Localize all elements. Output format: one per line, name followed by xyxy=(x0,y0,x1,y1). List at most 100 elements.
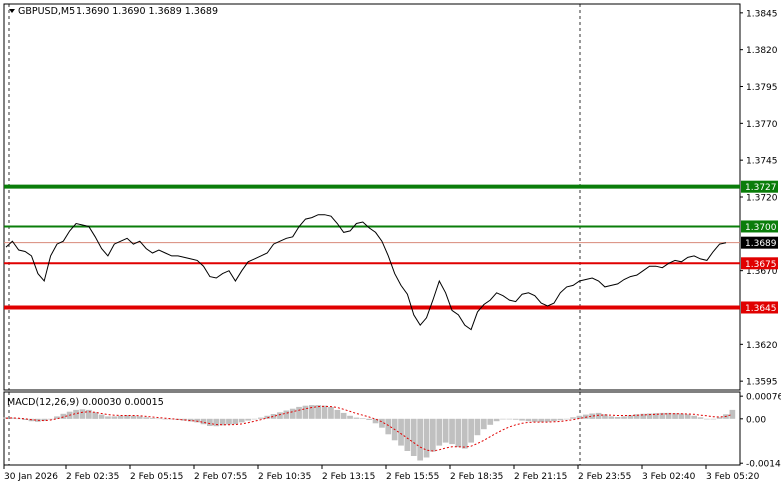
macd-bar xyxy=(633,414,640,419)
macd-tick-label: 0.00 xyxy=(746,415,766,425)
macd-bar xyxy=(73,409,79,419)
macd-bar xyxy=(86,409,92,419)
time-tick-label: 2 Feb 15:55 xyxy=(386,472,439,482)
macd-vertical-gridlines xyxy=(8,392,581,465)
macd-bar xyxy=(47,418,54,420)
macd-bar xyxy=(372,418,379,424)
macd-bar xyxy=(589,413,595,419)
macd-bar xyxy=(334,409,341,419)
macd-bar xyxy=(98,414,105,419)
time-tick-label: 2 Feb 10:35 xyxy=(258,472,311,482)
macd-bar xyxy=(455,418,462,448)
macd-bar xyxy=(219,418,226,426)
macd-panel[interactable]: 0.00076 0.00 -0.00149 MACD(12,26,9) 0.0003… xyxy=(3,391,781,470)
level-label: 1.3700 xyxy=(745,223,777,233)
macd-bar xyxy=(627,415,634,419)
macd-bar xyxy=(156,418,162,420)
macd-bar xyxy=(41,418,48,421)
macd-bar xyxy=(410,418,417,456)
price-tick-label: 1.3595 xyxy=(746,378,778,388)
macd-bar xyxy=(3,417,9,419)
macd-bar xyxy=(130,415,137,419)
price-tick-label: 1.3720 xyxy=(746,194,778,204)
macd-bar xyxy=(442,418,449,443)
macd-bar xyxy=(35,418,41,422)
level-lines[interactable] xyxy=(4,184,740,310)
macd-bar xyxy=(149,417,156,419)
time-tick-label: 2 Feb 18:35 xyxy=(450,472,503,482)
macd-bar xyxy=(15,418,22,420)
macd-bar xyxy=(79,409,86,419)
macd-bar xyxy=(697,417,704,419)
macd-bar xyxy=(60,413,67,419)
macd-bar xyxy=(194,418,200,423)
macd-bar xyxy=(716,417,723,419)
macd-bar xyxy=(506,418,513,420)
price-axis: 1.3845 1.3820 1.3795 1.3770 1.3745 1.3720 1.36… xyxy=(740,9,778,388)
macd-bar xyxy=(544,418,551,422)
macd-tick-label: 0.00076 xyxy=(746,393,781,403)
macd-bar xyxy=(398,418,404,446)
macd-bar xyxy=(283,410,290,419)
macd-bar xyxy=(245,418,251,421)
price-tick-label: 1.3845 xyxy=(746,9,778,19)
macd-bar xyxy=(563,418,570,420)
macd-bar xyxy=(512,418,519,420)
triangle-down-icon[interactable] xyxy=(9,9,15,13)
macd-bar xyxy=(430,418,436,452)
macd-bar xyxy=(461,418,468,449)
macd-bar xyxy=(105,416,111,419)
time-tick-label: 3 Feb 02:40 xyxy=(642,472,696,482)
time-tick-label: 2 Feb 02:35 xyxy=(66,472,119,482)
time-tick-label: 2 Feb 13:15 xyxy=(322,472,375,482)
macd-bar xyxy=(525,418,532,422)
macd-bar xyxy=(207,418,213,426)
macd-bar xyxy=(538,418,545,423)
level-label: 1.3675 xyxy=(745,260,777,270)
macd-bar xyxy=(92,412,98,419)
macd-bar xyxy=(691,415,697,419)
macd-bar xyxy=(481,418,487,430)
macd-bar xyxy=(22,418,28,420)
macd-bar xyxy=(659,412,666,419)
time-tick-label: 30 Jan 2026 xyxy=(4,472,58,482)
macd-bar xyxy=(684,414,691,419)
macd-bar xyxy=(474,418,481,436)
macd-bar xyxy=(328,406,334,419)
macd-bar xyxy=(124,415,130,419)
macd-signal-line xyxy=(5,405,733,452)
macd-bar xyxy=(704,418,710,420)
macd-bar xyxy=(583,414,589,419)
macd-bar xyxy=(468,418,474,443)
macd-bar xyxy=(423,418,430,458)
macd-bar xyxy=(168,418,175,420)
macd-bar xyxy=(347,415,353,419)
macd-histogram xyxy=(3,405,736,461)
macd-bar xyxy=(640,413,646,419)
macd-bar xyxy=(117,415,124,419)
macd-label: MACD(12,26,9) 0.00030 0.00015 xyxy=(7,397,164,408)
macd-bar xyxy=(200,418,207,425)
time-tick-label: 2 Feb 05:15 xyxy=(130,472,183,482)
time-tick-label: 3 Feb 05:20 xyxy=(706,472,760,482)
macd-bar xyxy=(309,405,315,419)
price-tick-label: 1.3770 xyxy=(746,120,778,130)
macd-bar xyxy=(608,416,615,419)
macd-bar xyxy=(576,415,583,419)
price-line xyxy=(5,214,727,331)
macd-bar xyxy=(532,418,538,422)
macd-bar xyxy=(232,418,239,425)
macd-bar xyxy=(379,418,385,428)
macd-bar xyxy=(181,418,188,421)
level-label-background xyxy=(741,220,778,233)
price-panel[interactable]: 1.3845 1.3820 1.3795 1.3770 1.3745 1.3720 1.36… xyxy=(3,3,778,391)
macd-bar xyxy=(570,417,576,419)
vertical-gridlines xyxy=(8,4,581,390)
macd-bar xyxy=(500,418,506,420)
macd-bar xyxy=(54,416,60,419)
macd-bar xyxy=(404,418,411,451)
macd-bar xyxy=(595,412,602,419)
macd-bar xyxy=(449,418,455,445)
